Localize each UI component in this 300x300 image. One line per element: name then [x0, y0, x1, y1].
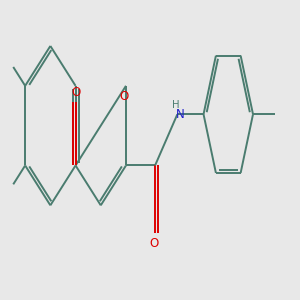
Text: N: N: [176, 108, 185, 121]
Text: O: O: [119, 90, 128, 103]
Text: O: O: [71, 86, 80, 99]
Text: H: H: [172, 100, 180, 110]
Text: O: O: [149, 237, 158, 250]
